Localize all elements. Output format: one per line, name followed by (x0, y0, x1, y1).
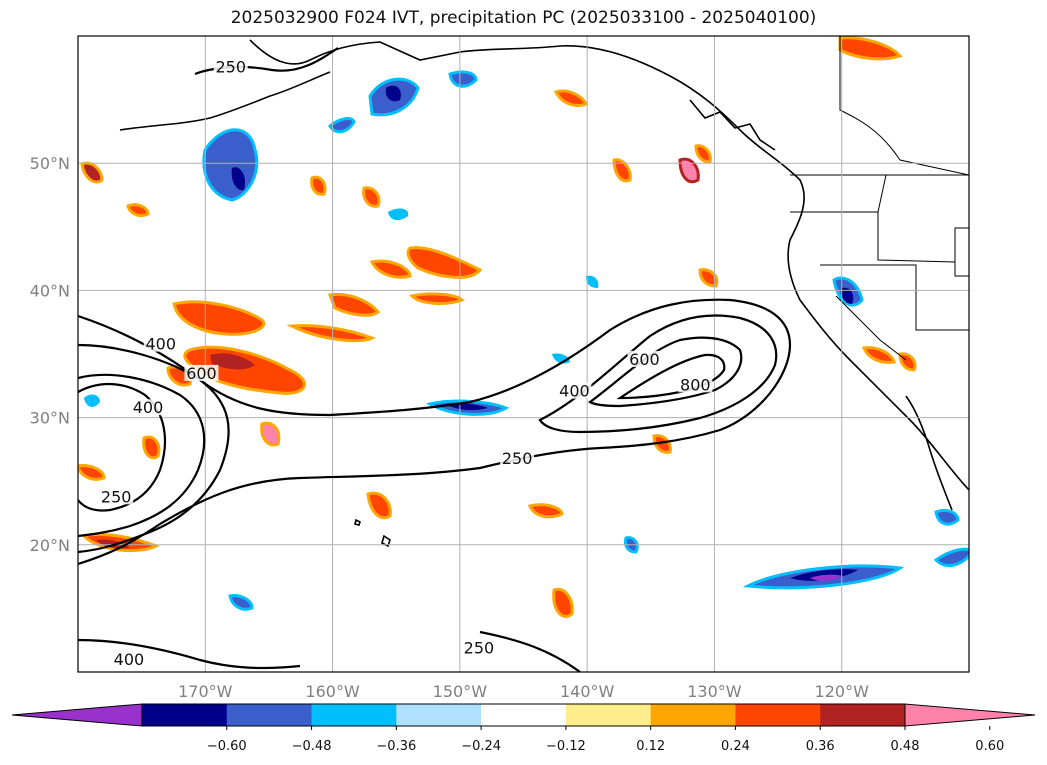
colorbar-frame (141, 703, 906, 727)
contour-label-background (184, 364, 219, 381)
contour-label-background (500, 450, 535, 467)
ivt-contour-400-east (538, 314, 778, 434)
lon-label: 160°W (305, 682, 360, 701)
colorbar-segment (565, 704, 652, 726)
ivt-contours (78, 47, 792, 672)
colorbar-tick-label: −0.36 (376, 739, 416, 754)
colorbar-tick-label: 0.12 (636, 739, 665, 754)
ivt-contour-400-south (78, 638, 301, 670)
colorbar-tick-label: −0.48 (292, 739, 332, 754)
contour-label-background (461, 639, 496, 656)
colorbar-segment (820, 704, 906, 726)
political-borders (790, 36, 969, 361)
colorbar-tick-label: −0.24 (461, 739, 501, 754)
ivt-contour-label: 250 (101, 487, 132, 506)
ivt-contour-labels: 250 400 600 400 250 400 600 800 250 400 250 (99, 57, 713, 669)
colorbar-tick-labels: −0.60 −0.48 −0.36 −0.24 −0.12 0.12 0.24 0.36 0.4… (207, 726, 1004, 754)
ivt-contour-250-north (194, 47, 339, 76)
colorbar-tick-label: 0.60 (975, 739, 1004, 754)
colorbar-tick-label: 0.24 (721, 739, 750, 754)
colorbar-segment (226, 704, 313, 726)
colorbar-tick-label: −0.60 (207, 739, 247, 754)
contour-label-background (678, 376, 713, 393)
lat-label: 30°N (30, 409, 70, 428)
lat-label: 20°N (30, 536, 70, 555)
map-title: 2025032900 F024 IVT, precipitation PC (2… (230, 8, 817, 28)
longitude-labels: 170°W 160°W 150°W 140°W 130°W 120°W (178, 682, 869, 701)
ivt-contour-label: 400 (559, 382, 590, 401)
ivt-contour-250-main (78, 298, 792, 566)
ivt-contour-250-south (479, 630, 581, 672)
colorbar-segment (396, 704, 482, 726)
contour-label-background (99, 488, 134, 505)
ivt-contour-label: 250 (502, 449, 533, 468)
lon-label: 140°W (560, 682, 615, 701)
colorbar-segment (650, 704, 736, 726)
coastlines (119, 39, 969, 548)
colorbar-extend-max (904, 703, 1036, 727)
ivt-contour-label: 400 (114, 650, 145, 669)
lat-label: 40°N (30, 281, 70, 300)
lon-label: 170°W (178, 682, 233, 701)
ivt-contour-label: 600 (629, 350, 660, 369)
lat-label: 50°N (30, 154, 70, 173)
ivt-contour-label: 600 (186, 364, 217, 383)
contour-label-background (131, 399, 166, 416)
ivt-contour-800-east (616, 353, 726, 400)
lon-label: 120°W (815, 682, 870, 701)
contour-label-background (143, 335, 178, 352)
colorbar-tick-label: 0.48 (891, 739, 920, 754)
contour-label-background (213, 58, 248, 75)
ivt-contour-400-west (78, 343, 230, 554)
ivt-contour-inner-west (78, 382, 167, 512)
ivt-contour-label: 250 (215, 57, 246, 76)
contour-label-background (627, 350, 662, 367)
ivt-contour-600-west (78, 373, 206, 538)
latitude-labels: 50°N 40°N 30°N 20°N (30, 154, 70, 555)
map-frame (77, 35, 970, 673)
colorbar-segment (142, 704, 228, 726)
contour-label-background (111, 651, 146, 668)
ivt-contour-label: 400 (133, 398, 164, 417)
ivt-contour-label: 250 (464, 639, 495, 658)
contour-label-background (557, 382, 592, 399)
colorbar-segment (311, 704, 397, 726)
colorbar-segment (735, 704, 821, 726)
ivt-contour-label: 800 (680, 375, 711, 394)
lon-label: 150°W (433, 682, 488, 701)
ivt-contour-600-east (588, 336, 743, 408)
colorbar-tick-label: −0.12 (546, 739, 586, 754)
colorbar-segments (11, 703, 1036, 727)
lon-label: 130°W (687, 682, 742, 701)
colorbar-tick-label: 0.36 (806, 739, 835, 754)
colorbar-extend-min (11, 703, 143, 727)
colorbar: −0.60 −0.48 −0.36 −0.24 −0.12 0.12 0.24 0.36 0.4… (11, 703, 1036, 754)
colorbar-segment (481, 704, 567, 726)
ivt-contour-label: 400 (145, 335, 176, 354)
